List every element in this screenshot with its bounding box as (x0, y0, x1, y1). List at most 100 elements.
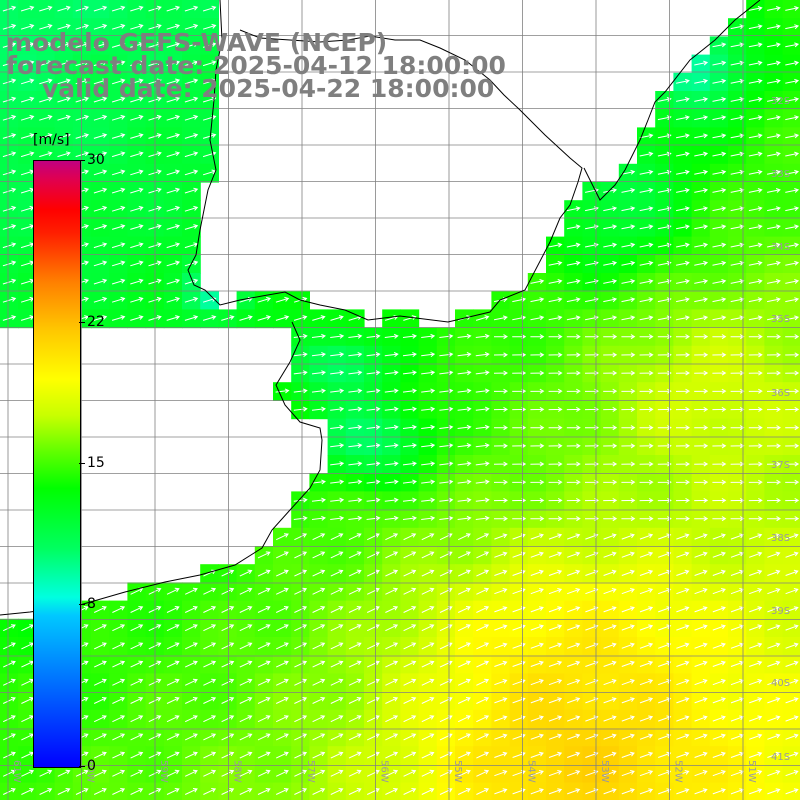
wind-arrow (421, 461, 436, 467)
wind-arrow (530, 624, 544, 631)
wind-arrow (603, 224, 618, 230)
wind-arrow (293, 406, 308, 412)
wind-arrow (658, 642, 672, 649)
wind-arrow (530, 297, 545, 303)
wind-arrow (767, 133, 781, 139)
wind-arrow (548, 279, 563, 284)
wind-arrow (748, 224, 763, 230)
wind-arrow (366, 587, 380, 595)
wind-arrow (221, 678, 235, 686)
wind-arrow (2, 697, 16, 704)
wind-arrow (93, 205, 108, 212)
wind-arrow (639, 624, 654, 631)
wind-arrow (712, 370, 727, 376)
wind-arrow (694, 242, 709, 248)
wind-arrow (330, 533, 344, 541)
wind-arrow (366, 733, 380, 741)
wind-arrow (712, 660, 726, 667)
wind-arrow (221, 751, 235, 759)
wind-arrow (330, 479, 345, 485)
wind-arrow (639, 606, 654, 613)
wind-arrow (421, 533, 435, 541)
wind-arrow (385, 697, 399, 704)
wind-arrow (130, 60, 144, 67)
wind-arrow (257, 678, 271, 686)
wind-arrow (475, 388, 490, 394)
wind-arrow (166, 42, 181, 48)
wind-arrow (548, 406, 563, 412)
wind-arrow (330, 461, 345, 467)
wind-arrow (202, 23, 217, 30)
wind-arrow (694, 260, 709, 266)
wind-arrow (330, 551, 344, 559)
wind-arrow (475, 515, 490, 521)
wind-arrow (257, 296, 272, 303)
wind-arrow (130, 114, 144, 121)
wind-arrow (130, 242, 144, 249)
colorbar-tick-mark (79, 766, 85, 767)
wind-arrow (621, 388, 636, 394)
wind-arrow (748, 370, 763, 376)
colorbar-tick-label: 15 (87, 455, 105, 471)
wind-arrow (567, 697, 581, 704)
wind-arrow (221, 769, 235, 777)
wind-arrow (330, 733, 344, 741)
wind-arrow (20, 60, 35, 67)
wind-arrow (2, 624, 16, 632)
wind-arrow (621, 624, 635, 631)
wind-arrow (57, 114, 71, 121)
wind-arrow (202, 42, 217, 48)
colorbar (33, 160, 81, 768)
wind-arrow (749, 642, 763, 649)
wind-arrow (166, 187, 181, 194)
wind-arrow (275, 678, 289, 686)
wind-arrow (694, 425, 709, 431)
wind-arrow (676, 606, 690, 613)
wind-arrow (312, 624, 326, 632)
wind-arrow (166, 678, 180, 686)
wind-arrow (694, 751, 708, 758)
wind-arrow (384, 424, 399, 430)
wind-arrow (93, 96, 108, 103)
wind-arrow (421, 352, 436, 357)
wind-arrow (366, 642, 380, 650)
wind-arrow (166, 169, 181, 176)
wind-arrow (421, 406, 436, 412)
wind-arrow (494, 551, 508, 558)
wind-arrow (548, 588, 563, 595)
wind-arrow (166, 23, 181, 30)
wind-arrow (730, 151, 745, 157)
wind-arrow (403, 751, 417, 759)
wind-arrow (530, 788, 544, 795)
wind-arrow (239, 569, 253, 577)
wind-arrow (603, 297, 618, 303)
wind-arrow (603, 569, 617, 576)
wind-arrow (639, 169, 654, 175)
wind-arrow (621, 206, 636, 212)
wind-arrow (330, 406, 345, 412)
wind-arrow (439, 497, 454, 503)
wind-arrow (730, 443, 745, 449)
wind-arrow (476, 715, 490, 723)
wind-arrow (694, 588, 708, 595)
wind-arrow (676, 697, 690, 704)
wind-arrow (366, 551, 380, 559)
wind-arrow (676, 551, 690, 558)
wind-arrow (112, 660, 126, 668)
wind-arrow (348, 788, 362, 795)
longitude-label: 54W (526, 760, 537, 783)
wind-arrow (567, 679, 581, 686)
wind-arrow (2, 151, 17, 158)
wind-arrow (403, 587, 417, 595)
wind-arrow (603, 425, 618, 431)
wind-arrow (402, 406, 417, 412)
wind-arrow (385, 569, 399, 577)
wind-arrow (239, 624, 253, 632)
wind-arrow (202, 133, 217, 139)
wind-arrow (730, 78, 745, 84)
wind-arrow (348, 624, 362, 632)
wind-arrow (384, 479, 399, 485)
wind-arrow (111, 224, 126, 230)
wind-arrow (694, 624, 708, 631)
wind-arrow (530, 679, 544, 686)
